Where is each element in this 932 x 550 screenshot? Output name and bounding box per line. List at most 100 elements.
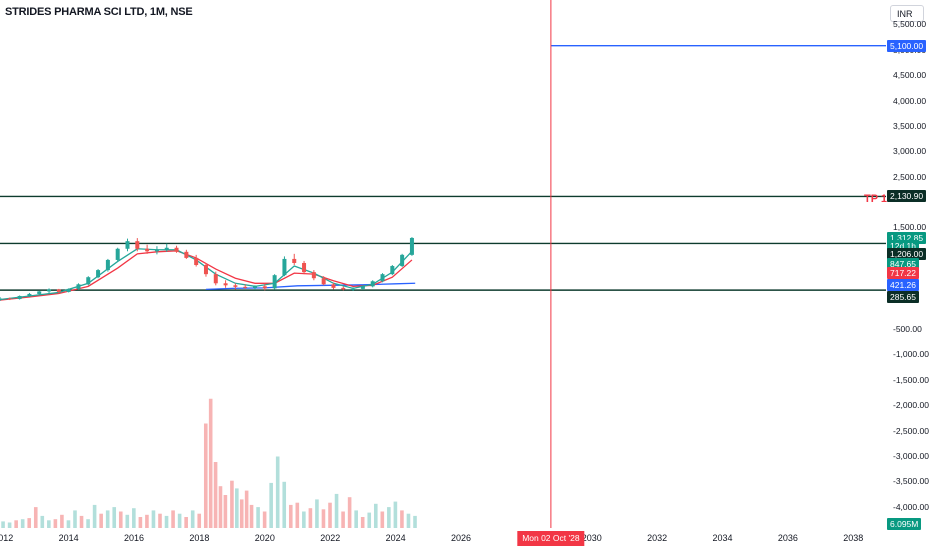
volume-bar xyxy=(33,507,38,528)
price-axis-label: 4,500.00 xyxy=(893,70,927,81)
price-axis-label: -500.00 xyxy=(893,324,922,334)
candle-body xyxy=(86,277,91,285)
price-tag: 1,206.00 xyxy=(887,247,927,260)
price-axis-label: -1,500.00 xyxy=(893,374,929,385)
volume-bar xyxy=(112,507,117,528)
candle-body xyxy=(223,283,228,286)
volume-bar xyxy=(406,513,411,528)
candle-body xyxy=(400,254,405,267)
time-axis-label: 2016 xyxy=(124,533,145,543)
volume-bar xyxy=(373,503,378,528)
sma-line xyxy=(205,282,416,291)
volume-bar xyxy=(105,510,110,528)
candle-body xyxy=(7,298,12,300)
volume-bar xyxy=(190,510,195,528)
price-tag: 2,130.90 xyxy=(887,190,927,203)
volume-bar xyxy=(288,504,293,528)
price-tag: 285.65 xyxy=(887,291,919,303)
price-axis-label: 1,500.00 xyxy=(893,222,927,233)
volume-bar xyxy=(1,521,5,528)
volume-bar xyxy=(7,522,12,528)
candle-body xyxy=(154,249,159,252)
candle-body xyxy=(272,275,277,289)
volume-bar xyxy=(177,513,182,528)
volume-bar xyxy=(118,511,123,528)
time-axis-label: 2018 xyxy=(189,533,210,543)
candle-body xyxy=(380,274,385,282)
time-axis-label: 2024 xyxy=(385,533,406,543)
volume-bar xyxy=(321,509,326,528)
volume-bar xyxy=(20,519,25,528)
candle-body xyxy=(302,262,307,273)
volume-bar xyxy=(334,493,339,528)
volume-bar xyxy=(393,501,398,528)
candle-body xyxy=(47,289,52,292)
currency-selector[interactable]: INR xyxy=(890,5,924,22)
volume-bar xyxy=(197,513,202,528)
time-axis-label: 2020 xyxy=(254,533,275,543)
volume-bar xyxy=(158,513,162,528)
volume-bar xyxy=(302,511,306,528)
time-axis-label: 2014 xyxy=(58,533,79,543)
candle-body xyxy=(341,287,346,290)
candle-body xyxy=(76,284,81,289)
volume-bar xyxy=(92,504,97,528)
price-tag: 6.095M xyxy=(887,517,922,530)
ema-fast-line xyxy=(0,248,413,301)
candle-body xyxy=(409,237,414,255)
time-axis-label: 2032 xyxy=(647,533,668,543)
volume-bar xyxy=(99,513,103,528)
symbol-title: STRIDES PHARMA SCI LTD, 1M, NSE xyxy=(5,6,193,18)
candle-body xyxy=(360,286,365,289)
volume-bar xyxy=(213,462,218,528)
candle-body xyxy=(174,247,179,252)
candle-body xyxy=(282,258,287,276)
price-tag: 847.65 xyxy=(887,258,919,270)
volume-bar xyxy=(125,514,130,528)
volume-bar xyxy=(14,520,18,528)
volume-bar xyxy=(367,512,372,528)
price-axis-label: 3,500.00 xyxy=(893,120,927,131)
volume-bar xyxy=(151,510,156,528)
volume-bar xyxy=(218,486,223,528)
candle-body xyxy=(203,265,208,275)
candle-body xyxy=(115,248,120,260)
time-axis-label: 2034 xyxy=(712,533,733,543)
volume-bar xyxy=(315,499,319,528)
volume-bar xyxy=(47,520,51,528)
volume-bar xyxy=(256,507,260,528)
candle-body xyxy=(253,286,258,288)
volume-bar xyxy=(413,515,417,528)
price-axis-label: 4,000.00 xyxy=(893,95,927,106)
volume-bar xyxy=(223,495,228,528)
candle-body xyxy=(164,247,169,250)
volume-bar xyxy=(328,502,332,528)
candle-body xyxy=(194,257,199,266)
volume-bar xyxy=(387,507,391,528)
volume-bar xyxy=(400,510,404,528)
price-tag: 717.22 xyxy=(887,267,919,280)
candle-body xyxy=(331,284,336,288)
volume-bar xyxy=(53,519,58,528)
volume-bar xyxy=(164,515,169,528)
volume-bar xyxy=(308,508,313,528)
volume-bar xyxy=(132,508,136,528)
volume-bar xyxy=(282,481,287,528)
candle-body xyxy=(135,241,140,249)
candle-body xyxy=(321,278,326,285)
candle-body xyxy=(145,248,150,252)
volume-bar xyxy=(40,515,45,528)
candle-body xyxy=(125,241,130,249)
volume-bar xyxy=(354,510,358,528)
volume-bar xyxy=(360,517,365,528)
price-axis-label: -2,000.00 xyxy=(893,400,929,411)
candle-body xyxy=(96,270,101,278)
price-axis-label: 2,500.00 xyxy=(893,171,927,182)
volume-bar xyxy=(239,499,244,528)
price-axis-label: 3,000.00 xyxy=(893,146,927,157)
volume-bar xyxy=(269,482,273,528)
candle-body xyxy=(184,251,189,258)
candle-body xyxy=(292,258,297,263)
